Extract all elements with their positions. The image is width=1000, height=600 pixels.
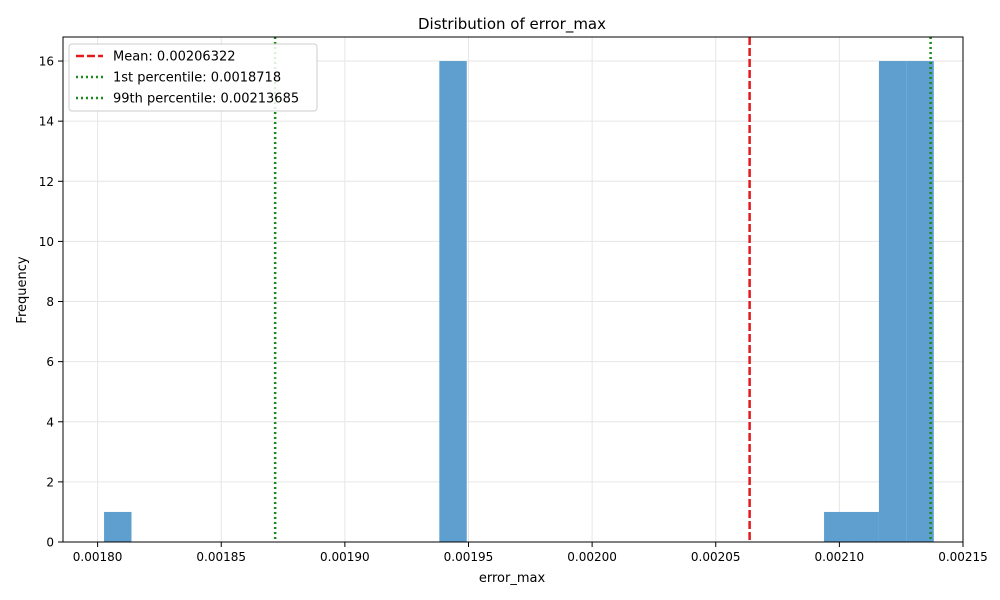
x-tick-label: 0.00185: [196, 550, 246, 564]
legend-label: 99th percentile: 0.00213685: [113, 92, 299, 107]
x-tick-label: 0.00205: [691, 550, 741, 564]
legend-label: 1st percentile: 0.0018718: [113, 71, 281, 86]
chart-title: Distribution of error_max: [418, 15, 606, 34]
y-tick-label: 10: [39, 235, 54, 249]
y-tick-label: 0: [46, 536, 54, 550]
y-tick-label: 4: [46, 415, 54, 429]
x-tick-label: 0.00210: [815, 550, 865, 564]
reference-lines: [273, 37, 932, 542]
histogram-bars: [104, 61, 934, 543]
y-tick-label: 14: [39, 115, 54, 129]
legend: Mean: 0.00206322 1st percentile: 0.001871…: [68, 43, 318, 112]
x-axis-ticks: 0.00180 0.00185 0.00190 0.00195 0.00200 0.002…: [73, 542, 988, 564]
histogram-bar: [878, 61, 907, 543]
y-tick-label: 16: [39, 55, 54, 69]
histogram-bar: [104, 511, 132, 542]
y-tick-label: 2: [46, 475, 54, 489]
x-tick-label: 0.00215: [938, 550, 988, 564]
y-axis-ticks: 0 2 4 6 8 10 12 14 16: [39, 55, 63, 550]
x-tick-label: 0.00195: [444, 550, 494, 564]
histogram-bar: [439, 61, 467, 543]
x-tick-label: 0.00190: [320, 550, 370, 564]
histogram-bar: [851, 511, 879, 542]
y-tick-label: 12: [39, 175, 54, 189]
y-tick-label: 6: [46, 355, 54, 369]
legend-label: Mean: 0.00206322: [113, 50, 236, 65]
legend-box: [68, 43, 318, 112]
y-tick-label: 8: [46, 295, 54, 309]
x-tick-label: 0.00180: [73, 550, 123, 564]
axes-frame: [62, 36, 964, 543]
x-axis-label: error_max: [479, 571, 546, 586]
x-tick-label: 0.00200: [567, 550, 617, 564]
y-axis-label: Frequency: [15, 256, 30, 323]
histogram-bar: [906, 61, 934, 543]
histogram-bar: [824, 511, 852, 542]
